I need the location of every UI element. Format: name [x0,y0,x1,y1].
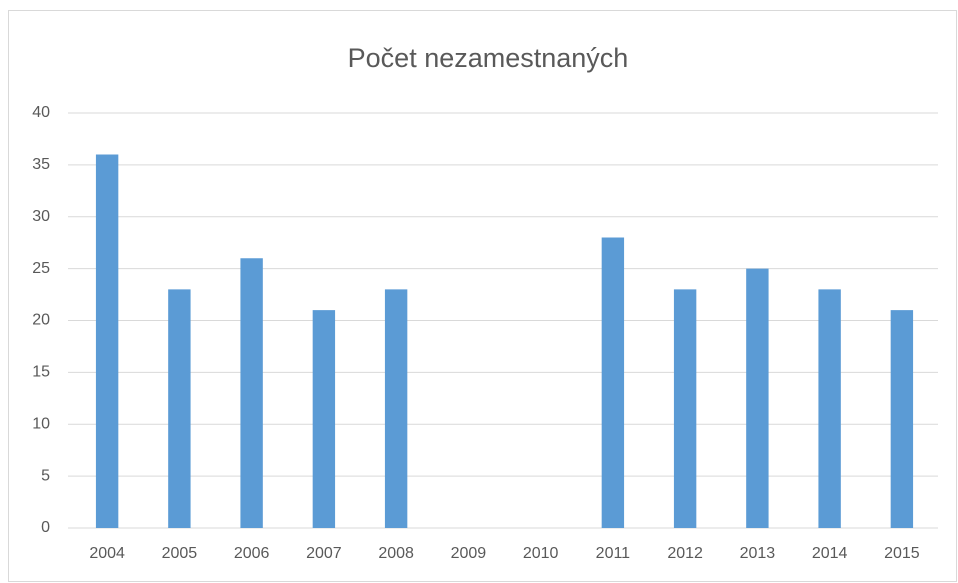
y-tick-label: 0 [41,519,50,536]
y-tick-label: 10 [32,415,50,432]
bar [312,310,336,528]
y-tick-label: 15 [32,364,50,381]
x-tick-label: 2004 [89,545,125,562]
x-tick-label: 2006 [234,545,270,562]
bar [240,258,263,528]
x-tick-label: 2008 [378,545,414,562]
x-tick-label: 2015 [884,545,920,562]
bar [601,237,625,528]
bar [746,268,769,528]
x-tick-label: 2010 [523,545,559,562]
bar [95,154,119,528]
x-tick-label: 2007 [306,545,342,562]
x-tick-label: 2012 [667,545,703,562]
y-tick-label: 35 [32,156,50,173]
bar [673,289,697,528]
x-tick-label: 2011 [596,545,631,562]
bar [168,289,191,528]
x-tick-label: 2014 [812,545,848,562]
bar [818,289,841,528]
bar [384,289,408,528]
y-tick-label: 25 [32,260,50,277]
x-tick-label: 2013 [740,545,776,562]
y-tick-label: 20 [32,312,50,329]
bar [890,310,914,528]
y-tick-label: 30 [32,208,50,225]
chart-title: Počet nezamestnaných [348,43,629,73]
x-tick-label: 2009 [451,545,487,562]
x-tick-label: 2005 [162,545,198,562]
y-tick-label: 5 [41,467,50,484]
y-tick-label: 40 [32,104,50,121]
chart-frame [8,10,957,582]
